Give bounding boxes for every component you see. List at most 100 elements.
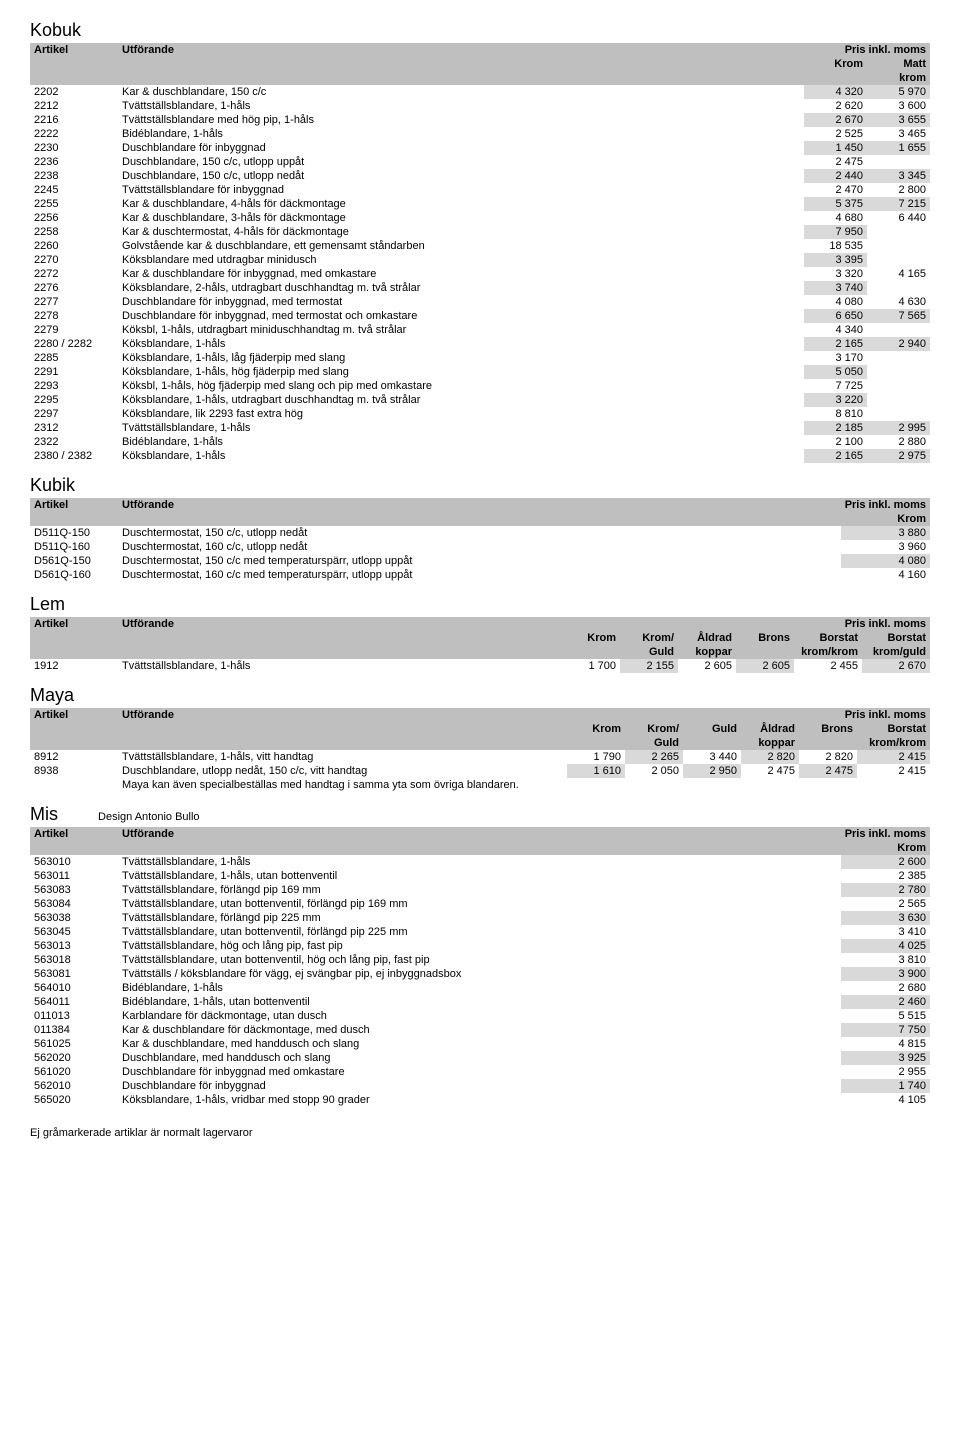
col-c4b: koppar: [758, 737, 795, 749]
cell: Tvättställsblandare, 1-håls: [118, 659, 562, 673]
cell: Köksblandare, 2-håls, utdragbart duschha…: [118, 281, 804, 295]
cell: Duschtermostat, 150 c/c, utlopp nedåt: [118, 526, 841, 540]
cell: 4 080: [841, 554, 930, 568]
cell: 2 165: [804, 337, 867, 351]
cell: 2285: [30, 351, 118, 365]
cell: Kar & duschtermostat, 4-håls för däckmon…: [118, 225, 804, 239]
table-row: 562010Duschblandare för inbyggnad1 740: [30, 1079, 930, 1093]
cell: [867, 281, 930, 295]
cell: Duschtermostat, 160 c/c, utlopp nedåt: [118, 540, 841, 554]
cell: 2 385: [841, 869, 930, 883]
cell: 18 535: [804, 239, 867, 253]
table-row: 8938Duschblandare, utlopp nedåt, 150 c/c…: [30, 764, 930, 778]
cell: 2202: [30, 85, 118, 99]
cell: Köksblandare, 1-håls, vridbar med stopp …: [118, 1093, 841, 1107]
cell: 1912: [30, 659, 118, 673]
table-row: D561Q-160Duschtermostat, 160 c/c med tem…: [30, 568, 930, 582]
maya-note: Maya kan även specialbeställas med handt…: [118, 778, 930, 792]
cell: 1 450: [804, 141, 867, 155]
cell: 2 995: [867, 421, 930, 435]
cell: Tvättställsblandare, förlängd pip 169 mm: [118, 883, 841, 897]
cell: Köksblandare, 1-håls, hög fjäderpip med …: [118, 365, 804, 379]
cell: 5 515: [841, 1009, 930, 1023]
cell: 7 215: [867, 197, 930, 211]
cell: 3 900: [841, 967, 930, 981]
cell: D561Q-160: [30, 568, 118, 582]
cell: 2 265: [625, 750, 683, 764]
cell: 2 475: [741, 764, 799, 778]
table-row: 011384Kar & duschblandare för däckmontag…: [30, 1023, 930, 1037]
cell: 2 100: [804, 435, 867, 449]
table-row: 2312Tvättställsblandare, 1-håls2 1852 99…: [30, 421, 930, 435]
cell: 2 455: [794, 659, 862, 673]
cell: 2 800: [867, 183, 930, 197]
cell: [867, 407, 930, 421]
cell: [867, 253, 930, 267]
cell: 4 160: [841, 568, 930, 582]
table-row: D511Q-150Duschtermostat, 150 c/c, utlopp…: [30, 526, 930, 540]
cell: 3 220: [804, 393, 867, 407]
cell: Duschblandare för inbyggnad: [118, 1079, 841, 1093]
cell: 3 465: [867, 127, 930, 141]
cell: 4 680: [804, 211, 867, 225]
cell: 563084: [30, 897, 118, 911]
cell: 2 460: [841, 995, 930, 1009]
cell: Köksblandare, 1-håls, utdragbart duschha…: [118, 393, 804, 407]
cell: D511Q-160: [30, 540, 118, 554]
col-krom: Krom: [834, 58, 863, 70]
cell: 011384: [30, 1023, 118, 1037]
table-row: 2270Köksblandare med utdragbar minidusch…: [30, 253, 930, 267]
cell: 2 880: [867, 435, 930, 449]
cell: Tvättställsblandare, 1-håls, utan botten…: [118, 869, 841, 883]
cell: 2279: [30, 323, 118, 337]
cell: 561020: [30, 1065, 118, 1079]
table-row: 2280 / 2282Köksblandare, 1-håls2 1652 94…: [30, 337, 930, 351]
cell: 5 970: [867, 85, 930, 99]
table-row: 2258Kar & duschtermostat, 4-håls för däc…: [30, 225, 930, 239]
cell: 2 470: [804, 183, 867, 197]
cell: 2297: [30, 407, 118, 421]
cell: 2 155: [620, 659, 678, 673]
table-row: D561Q-150Duschtermostat, 150 c/c med tem…: [30, 554, 930, 568]
table-row: 1912Tvättställsblandare, 1-håls1 7002 15…: [30, 659, 930, 673]
cell: [867, 155, 930, 169]
cell: 2222: [30, 127, 118, 141]
table-row: 2279Köksbl, 1-håls, utdragbart minidusch…: [30, 323, 930, 337]
cell: 2 600: [841, 855, 930, 869]
table-row: 563018Tvättställsblandare, utan bottenve…: [30, 953, 930, 967]
cell: 4 340: [804, 323, 867, 337]
table-row: 561025Kar & duschblandare, med handdusch…: [30, 1037, 930, 1051]
cell: 2 415: [857, 750, 930, 764]
table-row: 2256Kar & duschblandare, 3-håls för däck…: [30, 211, 930, 225]
cell: [867, 225, 930, 239]
cell: [867, 365, 930, 379]
cell: 565020: [30, 1093, 118, 1107]
cell: 2 475: [799, 764, 857, 778]
cell: 2 605: [678, 659, 736, 673]
cell: [867, 323, 930, 337]
cell: Köksblandare, 1-håls: [118, 337, 804, 351]
cell: 2322: [30, 435, 118, 449]
table-row: 2222Bidéblandare, 1-håls2 5253 465: [30, 127, 930, 141]
cell: Karblandare för däckmontage, utan dusch: [118, 1009, 841, 1023]
lem-table: Artikel Utförande Pris inkl. moms Krom K…: [30, 617, 930, 673]
cell: 3 345: [867, 169, 930, 183]
cell: 2212: [30, 99, 118, 113]
table-row: 563038Tvättställsblandare, förlängd pip …: [30, 911, 930, 925]
cell: Tvättställsblandare, utan bottenventil, …: [118, 953, 841, 967]
col-artikel: Artikel: [34, 709, 68, 721]
cell: 2 670: [862, 659, 930, 673]
mis-table: Artikel Utförande Pris inkl. moms Krom 5…: [30, 827, 930, 1107]
cell: 562010: [30, 1079, 118, 1093]
mis-title-text: Mis: [30, 804, 58, 824]
col-c5: Borstat: [819, 632, 858, 644]
cell: 3 440: [683, 750, 741, 764]
cell: [867, 239, 930, 253]
cell: 011013: [30, 1009, 118, 1023]
table-row: 2285Köksblandare, 1-håls, låg fjäderpip …: [30, 351, 930, 365]
cell: 2 565: [841, 897, 930, 911]
cell: 8 810: [804, 407, 867, 421]
cell: 2 975: [867, 449, 930, 463]
col-c1: Krom: [592, 723, 621, 735]
kobuk-table: Artikel Utförande Pris inkl. moms Krom M…: [30, 43, 930, 463]
